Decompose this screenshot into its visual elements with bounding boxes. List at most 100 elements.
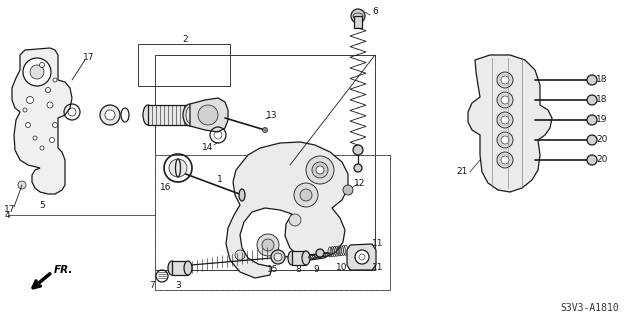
- Text: 13: 13: [266, 112, 278, 121]
- Circle shape: [587, 95, 597, 105]
- Bar: [155, 155, 390, 290]
- Text: 14: 14: [202, 144, 214, 152]
- Bar: [155, 155, 390, 290]
- Ellipse shape: [143, 105, 153, 125]
- Circle shape: [300, 189, 312, 201]
- Circle shape: [587, 75, 597, 85]
- Text: 12: 12: [355, 179, 365, 188]
- Circle shape: [497, 152, 513, 168]
- Circle shape: [100, 105, 120, 125]
- Text: 10: 10: [336, 263, 348, 272]
- Circle shape: [351, 9, 365, 23]
- Ellipse shape: [168, 261, 176, 275]
- Circle shape: [271, 250, 285, 264]
- Circle shape: [587, 115, 597, 125]
- Text: 20: 20: [596, 136, 608, 145]
- Circle shape: [40, 63, 45, 68]
- Text: 18: 18: [596, 95, 608, 105]
- Circle shape: [33, 136, 37, 140]
- Bar: [172, 261, 188, 275]
- Text: 19: 19: [596, 115, 608, 124]
- Circle shape: [198, 105, 218, 125]
- Polygon shape: [347, 244, 376, 270]
- Text: 6: 6: [372, 8, 378, 17]
- Circle shape: [359, 254, 365, 260]
- Text: 3: 3: [175, 280, 181, 290]
- Circle shape: [294, 183, 318, 207]
- Circle shape: [47, 102, 53, 108]
- Circle shape: [497, 92, 513, 108]
- Ellipse shape: [302, 251, 310, 265]
- Polygon shape: [468, 55, 552, 192]
- Text: 2: 2: [182, 35, 188, 44]
- Circle shape: [26, 97, 33, 103]
- Circle shape: [257, 234, 279, 256]
- Text: 9: 9: [313, 265, 319, 275]
- Circle shape: [343, 185, 353, 195]
- Circle shape: [289, 214, 301, 226]
- Circle shape: [587, 135, 597, 145]
- Polygon shape: [226, 142, 348, 278]
- Text: S3V3-A1810: S3V3-A1810: [561, 303, 620, 313]
- Text: 15: 15: [268, 265, 279, 275]
- Text: 8: 8: [295, 265, 301, 275]
- Ellipse shape: [288, 251, 296, 265]
- Circle shape: [501, 76, 509, 84]
- Circle shape: [23, 108, 27, 112]
- Circle shape: [316, 166, 324, 174]
- Circle shape: [105, 110, 115, 120]
- Circle shape: [497, 72, 513, 88]
- Circle shape: [235, 250, 245, 260]
- Text: 16: 16: [160, 183, 172, 192]
- Circle shape: [354, 164, 362, 172]
- Text: 1: 1: [217, 175, 223, 184]
- Circle shape: [355, 250, 369, 264]
- Circle shape: [306, 156, 334, 184]
- Circle shape: [501, 116, 509, 124]
- Circle shape: [169, 159, 187, 177]
- Circle shape: [18, 181, 26, 189]
- Circle shape: [501, 156, 509, 164]
- Circle shape: [497, 132, 513, 148]
- Polygon shape: [190, 98, 228, 132]
- Text: 5: 5: [39, 201, 45, 210]
- Text: 4: 4: [5, 211, 11, 219]
- Text: 17: 17: [83, 53, 95, 62]
- Circle shape: [52, 122, 58, 128]
- Ellipse shape: [175, 159, 180, 177]
- Circle shape: [40, 146, 44, 150]
- Circle shape: [45, 87, 51, 93]
- Text: 17: 17: [4, 205, 16, 214]
- Circle shape: [262, 128, 268, 132]
- Ellipse shape: [239, 189, 245, 201]
- Circle shape: [501, 96, 509, 104]
- Circle shape: [316, 249, 324, 257]
- Circle shape: [587, 155, 597, 165]
- Ellipse shape: [353, 13, 363, 19]
- Ellipse shape: [184, 261, 192, 275]
- Text: 21: 21: [456, 167, 468, 176]
- Circle shape: [262, 239, 274, 251]
- Ellipse shape: [186, 107, 194, 123]
- Circle shape: [53, 78, 57, 82]
- Bar: [138, 44, 230, 86]
- Text: 18: 18: [596, 76, 608, 85]
- Circle shape: [353, 145, 363, 155]
- Text: FR.: FR.: [54, 265, 74, 275]
- Circle shape: [312, 162, 328, 178]
- Circle shape: [30, 65, 44, 79]
- Text: 20: 20: [596, 155, 608, 165]
- Text: 11: 11: [372, 240, 384, 249]
- Circle shape: [26, 122, 31, 128]
- Bar: [354, 16, 362, 28]
- Polygon shape: [12, 48, 72, 194]
- Circle shape: [501, 136, 509, 144]
- Text: 11: 11: [372, 263, 384, 272]
- Circle shape: [23, 58, 51, 86]
- Bar: [148, 105, 188, 125]
- Circle shape: [274, 253, 282, 261]
- Circle shape: [49, 137, 54, 143]
- Ellipse shape: [183, 104, 197, 126]
- Bar: [155, 55, 375, 270]
- Bar: [292, 251, 306, 265]
